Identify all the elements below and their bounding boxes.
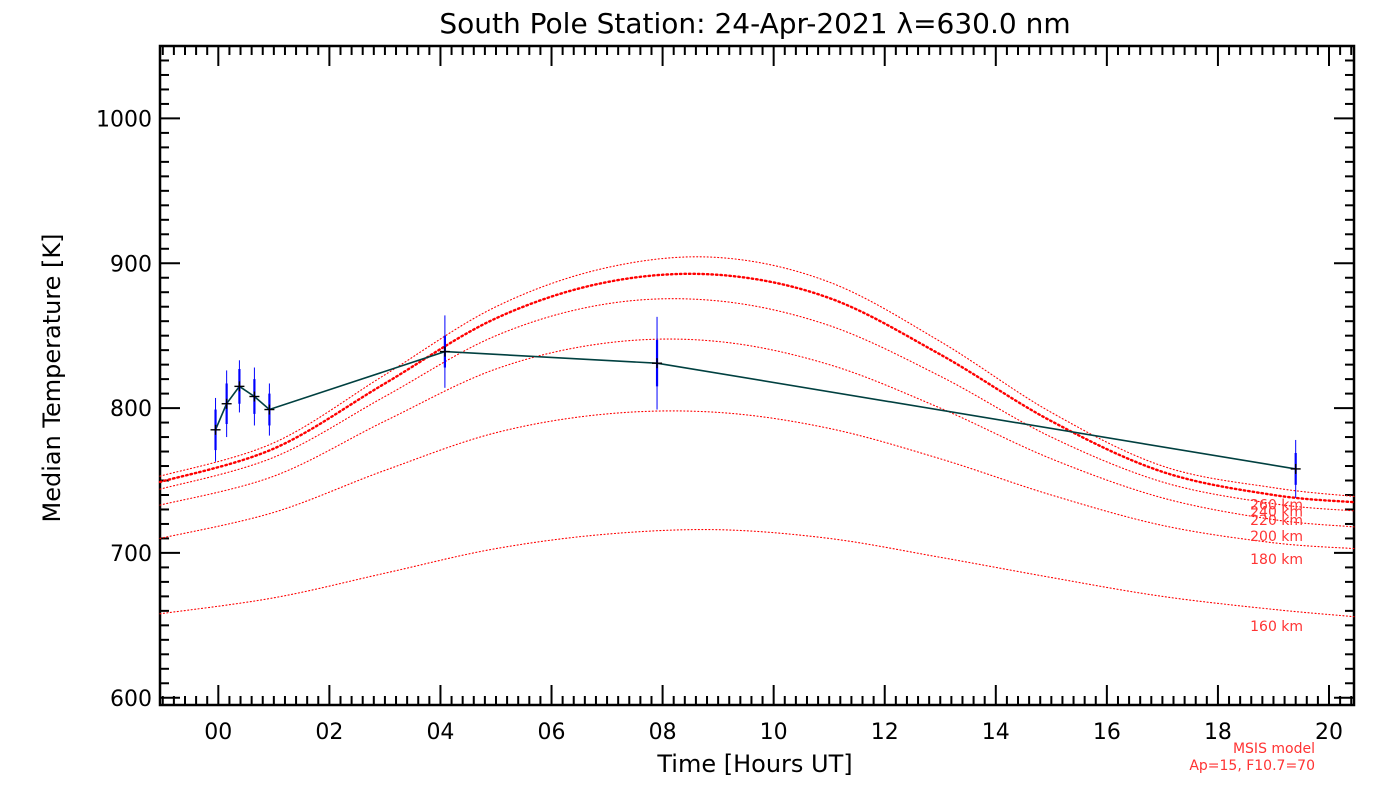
model-label: 240 km [1250,504,1303,520]
x-tick-label: 06 [538,720,566,745]
x-tick-label: 14 [982,720,1010,745]
y-tick-label: 900 [110,252,152,277]
x-tick-label: 20 [1315,720,1343,745]
observation-line [214,350,1296,470]
model-label: 220 km [1250,513,1303,529]
x-tick-label: 12 [871,720,899,745]
model-label: 160 km [1250,619,1303,635]
model-curve-220-km [159,298,1355,512]
y-axis-label: Median Temperature [K] [38,233,66,522]
model-curve-240-km [158,272,1356,504]
model-curve-180-km [159,410,1355,550]
y-tick-label: 700 [110,542,152,567]
model-note-line2: Ap=15, F10.7=70 [1189,758,1315,774]
model-note-line1: MSIS model [1233,741,1315,757]
x-tick-label: 18 [1204,720,1232,745]
x-tick-label: 08 [649,720,677,745]
model-label: 180 km [1250,552,1303,568]
x-tick-label: 02 [315,720,343,745]
plot-area: 00 02 04 06 08 10 12 14 16 18 20 600 700 800 900 1000 [96,44,1356,745]
model-curve-160-km [159,529,1355,618]
x-tick-label: 10 [760,720,788,745]
plot-frame [158,44,1356,707]
y-tick-label: 800 [110,397,152,422]
x-tick-label: 04 [426,720,454,745]
model-label: 200 km [1250,529,1303,545]
x-tick-label: 16 [1093,720,1121,745]
model-label: 260 km [1250,497,1303,513]
model-curves [158,256,1356,618]
y-tick-label: 1000 [96,107,152,132]
model-curve-260-km [159,256,1355,497]
y-tick-label: 600 [110,687,152,712]
x-axis-label: Time [Hours UT] [656,750,852,778]
model-curve-200-km [159,338,1355,528]
observation-series [210,315,1301,498]
chart-title: South Pole Station: 24-Apr-2021 λ=630.0 … [439,7,1070,40]
x-tick-label: 00 [204,720,232,745]
